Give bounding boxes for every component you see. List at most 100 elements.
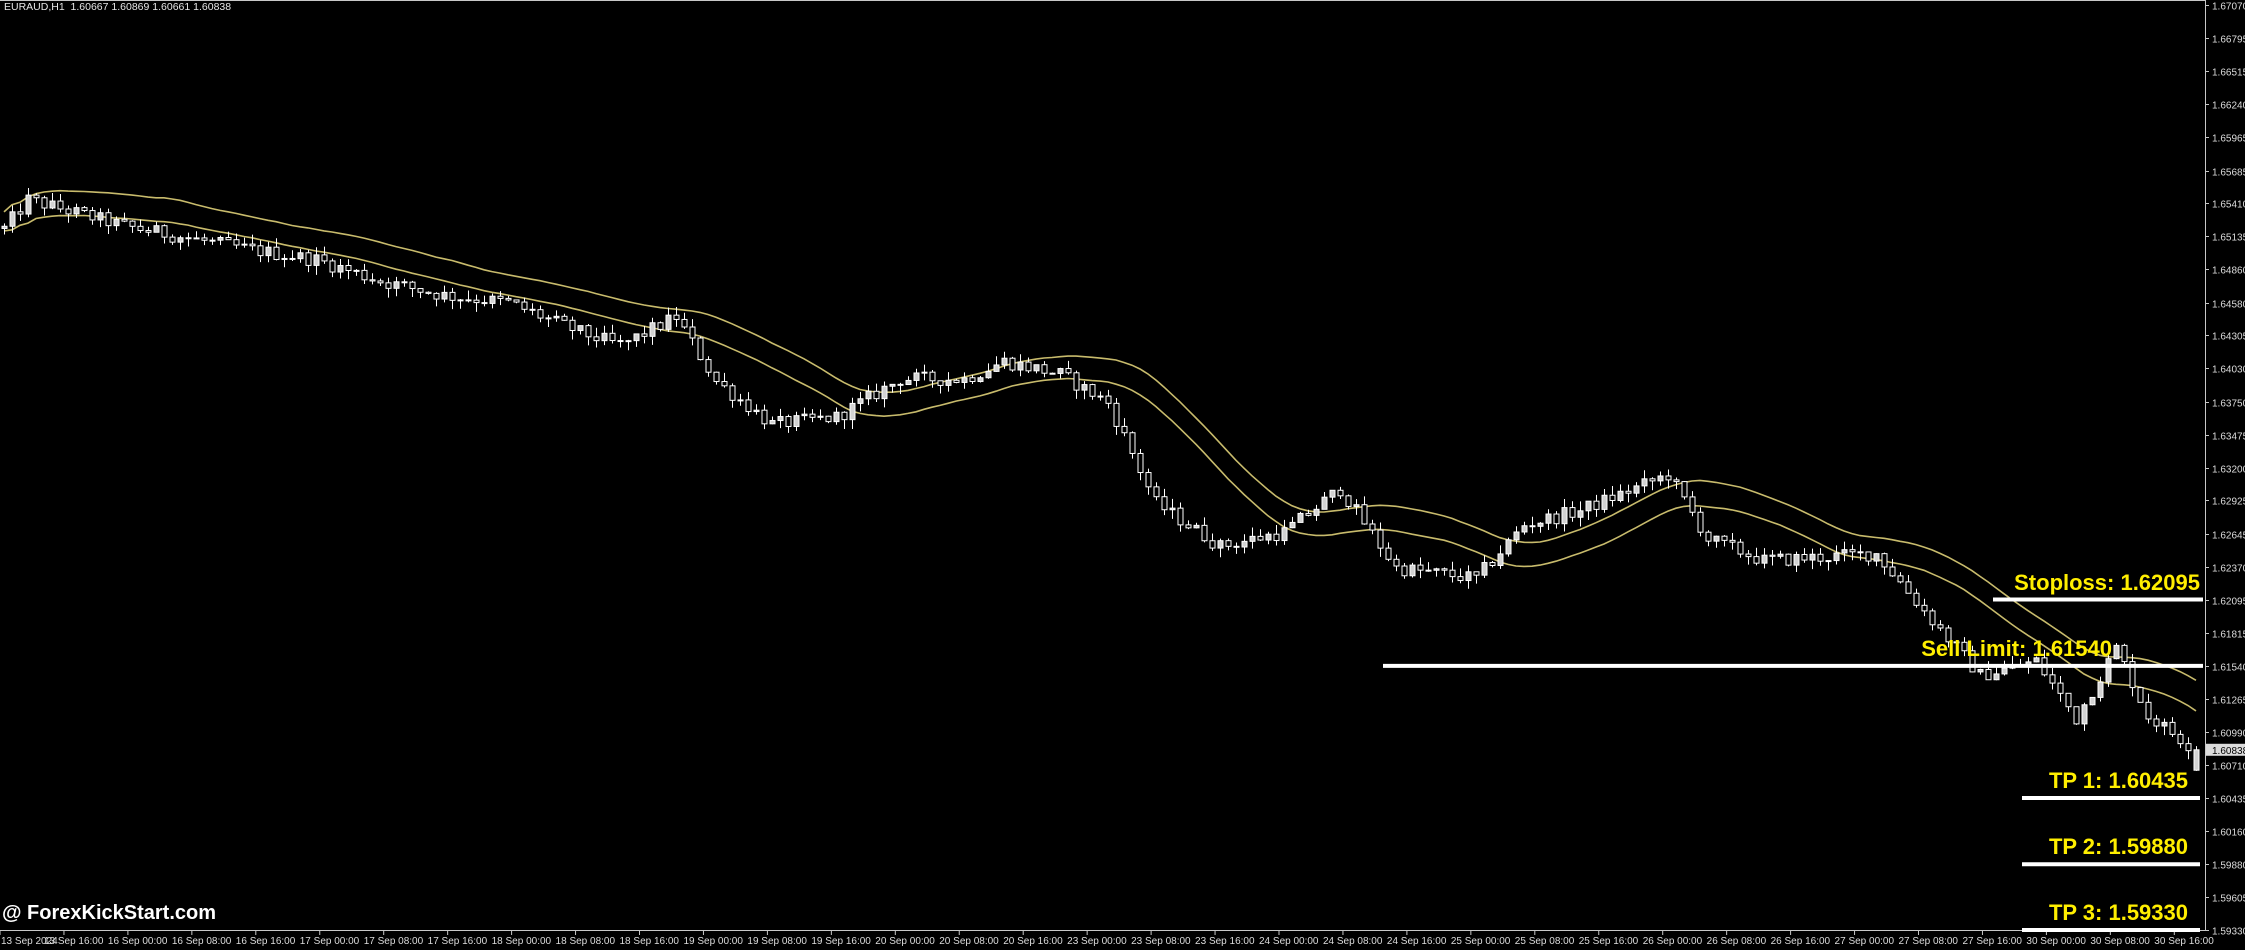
level-label: TP 1: 1.60435 xyxy=(2048,767,2188,793)
candle xyxy=(1577,501,1584,527)
candle-body-bear xyxy=(201,237,208,241)
candle xyxy=(2161,718,2168,736)
candle xyxy=(761,404,768,430)
price-tick-label: 1.59330 xyxy=(2212,927,2245,938)
candle-body-bull xyxy=(1633,485,1640,494)
candle-body-bear xyxy=(521,301,528,310)
candle xyxy=(1793,551,1800,573)
candle-body-bull xyxy=(1833,552,1840,562)
candle-body-bull xyxy=(393,281,400,289)
candles xyxy=(1,188,2200,771)
current-price-tag: 1.60838 xyxy=(2206,743,2245,757)
moving-averages xyxy=(3,189,2197,712)
price-tick-label: 1.62370 xyxy=(2212,564,2245,575)
candle xyxy=(1913,588,1920,608)
candle xyxy=(2153,714,2160,733)
candle-body-bear xyxy=(2153,718,2160,727)
candle-body-bear xyxy=(2185,743,2192,752)
candle xyxy=(2121,643,2128,665)
candle-body-bull xyxy=(1777,553,1784,557)
candle xyxy=(721,372,728,388)
candle xyxy=(1313,504,1320,521)
candle-body-bull xyxy=(1217,540,1224,549)
candle xyxy=(2145,693,2152,724)
candle-body-bear xyxy=(1785,553,1792,566)
time-tick-label: 16 Sep 00:00 xyxy=(108,936,168,947)
candle xyxy=(1057,367,1064,379)
candle-body-bull xyxy=(1793,553,1800,566)
candle-body-bear xyxy=(185,237,192,240)
candle-body-bull xyxy=(2105,658,2112,683)
candle-body-bull xyxy=(1081,384,1088,391)
candle xyxy=(1985,661,1992,681)
candle-body-bull xyxy=(1521,525,1528,533)
candle xyxy=(2089,696,2096,706)
candle-body-bull xyxy=(817,415,824,418)
candle xyxy=(585,323,592,346)
candle-body-bull xyxy=(1841,549,1848,554)
candle-body-bull xyxy=(849,402,856,421)
candle-body-bull xyxy=(1513,531,1520,541)
candle-body-bear xyxy=(1201,524,1208,542)
candle xyxy=(2057,675,2064,702)
candle xyxy=(769,416,776,425)
candle xyxy=(897,382,904,395)
candle-body-bear xyxy=(529,308,536,311)
candle-body-bear xyxy=(1609,494,1616,501)
candle-body-bear xyxy=(953,379,960,383)
candle-body-bear xyxy=(369,279,376,282)
candle-body-bear xyxy=(121,218,128,222)
candle-body-bear xyxy=(1721,535,1728,541)
candle-body-bear xyxy=(225,237,232,241)
candle xyxy=(593,327,600,348)
time-tick-label: 18 Sep 00:00 xyxy=(492,936,552,947)
candle xyxy=(1433,567,1440,577)
candle-body-bear xyxy=(1177,507,1184,526)
candle-body-bear xyxy=(1729,539,1736,543)
candle xyxy=(1945,625,1952,648)
price-tick-label: 1.64860 xyxy=(2212,266,2245,277)
candle xyxy=(401,278,408,287)
candle-body-bear xyxy=(1185,524,1192,529)
candle-body-bull xyxy=(1809,553,1816,561)
candle xyxy=(617,334,624,348)
candle-body-bear xyxy=(1417,564,1424,571)
time-tick-label: 25 Sep 16:00 xyxy=(1579,936,1639,947)
candle-body-bull xyxy=(177,237,184,243)
price-tick-label: 1.62925 xyxy=(2212,497,2245,508)
trade-levels xyxy=(1383,597,2203,932)
candle xyxy=(1841,541,1848,562)
candle xyxy=(1713,535,1720,548)
candle xyxy=(1561,499,1568,532)
candle xyxy=(1865,551,1872,566)
candle-body-bear xyxy=(1305,512,1312,516)
candle xyxy=(1961,637,1968,657)
candle-body-bull xyxy=(1641,478,1648,487)
candle-body-bear xyxy=(417,288,424,293)
candle xyxy=(409,280,416,298)
level-label: TP 3: 1.59330 xyxy=(2048,900,2188,925)
candle xyxy=(393,276,400,297)
candle xyxy=(337,258,344,279)
candle-body-bear xyxy=(2145,701,2152,720)
candle-body-bull xyxy=(2113,644,2120,660)
candle xyxy=(1721,535,1728,547)
candle xyxy=(1241,534,1248,554)
time-tick-label: 25 Sep 00:00 xyxy=(1451,936,1511,947)
candle-body-bear xyxy=(1881,553,1888,568)
time-tick-label: 24 Sep 16:00 xyxy=(1387,936,1447,947)
candle-body-bear xyxy=(1377,529,1384,549)
candle xyxy=(929,370,936,388)
time-tick-label: 26 Sep 16:00 xyxy=(1771,936,1831,947)
candle-body-bull xyxy=(1033,364,1040,372)
candle-body-bull xyxy=(1297,512,1304,523)
price-tick-label: 1.60990 xyxy=(2212,729,2245,740)
watermark: @ ForexKickStart.com xyxy=(2,902,217,924)
candle-body-bear xyxy=(1849,549,1856,553)
candle xyxy=(841,411,848,430)
candle xyxy=(913,368,920,387)
candle-body-bull xyxy=(2193,749,2200,771)
candle xyxy=(433,292,440,307)
candle-body-bear xyxy=(161,225,168,238)
